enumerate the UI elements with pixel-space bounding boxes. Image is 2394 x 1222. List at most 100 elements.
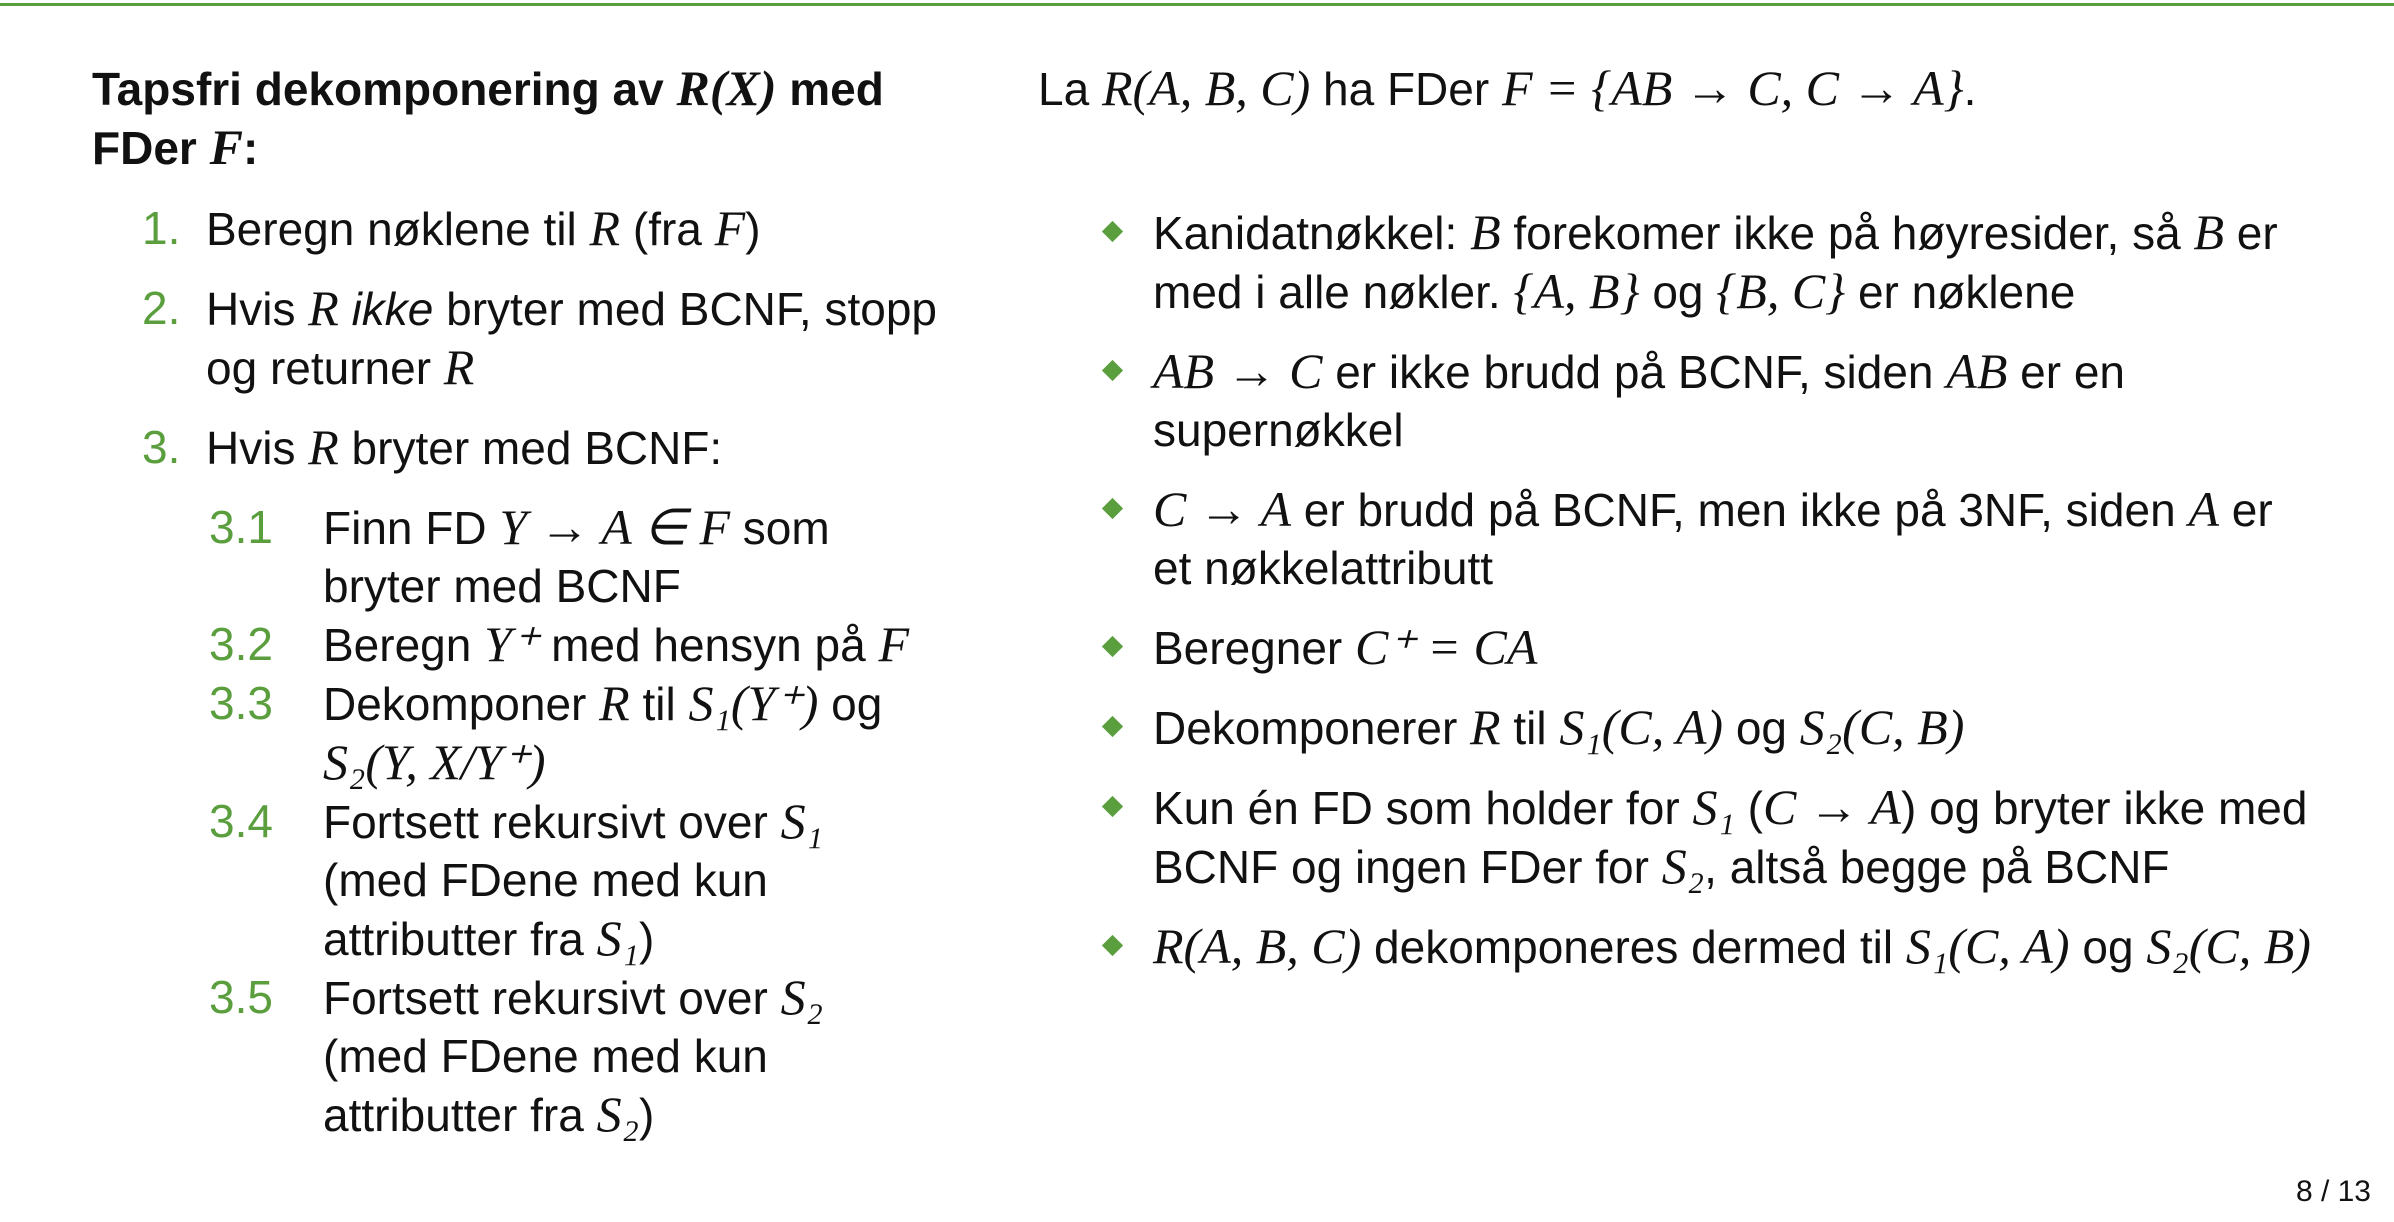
math-run: {B, C}	[1716, 263, 1846, 319]
math-run: R(A, B, C)	[1101, 60, 1311, 116]
math-run: S₂(C, B)	[2146, 918, 2311, 974]
substep-item: 3.2 Beregn Y⁺ med hensyn på F	[209, 615, 923, 674]
math-run: R(X)	[676, 60, 777, 116]
math-run: S₂	[596, 1086, 639, 1142]
bullet-item: Kanidatnøkkel: B forekomer ikke på høyre…	[1098, 203, 2318, 321]
bullet-marker	[1101, 359, 1124, 382]
math-run: AB → C	[1153, 343, 1323, 399]
math-run: S₁	[780, 793, 823, 849]
step-text: Hvis R bryter med BCNF:	[206, 418, 972, 477]
text-run: dekomponeres dermed til	[1361, 921, 1906, 973]
text-run: Finn FD	[323, 502, 500, 554]
math-run: S₂(Y, X/Y⁺)	[323, 734, 546, 790]
math-run: C → A	[1153, 481, 1291, 537]
text-run: forekomer ikke på høyresider, så	[1500, 207, 2194, 259]
step-item: 3. Hvis R bryter med BCNF: 3.1 Finn FD Y → …	[92, 418, 972, 1144]
math-run: Y → A ∈ F	[499, 499, 731, 555]
text-run: og	[1723, 702, 1800, 754]
math-run: S₂	[780, 969, 823, 1025]
bullet-text: AB → C er ikke brudd på BCNF, siden AB e…	[1153, 342, 2318, 459]
math-run: S₁(C, A)	[1905, 918, 2070, 974]
step-item: 1. Beregn nøklene til R (fra F)	[92, 199, 972, 258]
bullet-text: C → A er brudd på BCNF, men ikke på 3NF,…	[1153, 480, 2318, 597]
text-run: med hensyn på	[538, 619, 879, 671]
text-run: ) og bryter ikke med BCNF og ingen FDer …	[1153, 782, 2308, 893]
bullet-marker	[1101, 635, 1124, 658]
text-run: er en supernøkkel	[1153, 346, 2126, 456]
substeps: 3.1 Finn FD Y → A ∈ F som bryter med BCNF…	[92, 498, 972, 1144]
math-run: F	[714, 200, 746, 256]
bullet-text: Beregner C⁺ = CA	[1153, 618, 2318, 677]
math-run: B	[1470, 204, 1501, 260]
bullet-marker	[1101, 795, 1124, 818]
text-run: bryter med BCNF:	[338, 422, 723, 474]
math-run: R(A, B, C)	[1153, 918, 1362, 974]
math-run: S₁(C, A)	[1559, 699, 1724, 755]
text-run: til	[1500, 702, 1560, 754]
example-bullets: Kanidatnøkkel: B forekomer ikke på høyre…	[1098, 203, 2318, 997]
text-run	[339, 283, 352, 335]
text-run: Hvis	[206, 422, 309, 474]
text-run: Hvis	[206, 283, 309, 335]
text-run: ha FDer	[1310, 63, 1502, 115]
text-run: Fortsett rekursivt over	[323, 972, 781, 1024]
text-run: (fra	[620, 203, 715, 255]
bullet-text: Kanidatnøkkel: B forekomer ikke på høyre…	[1153, 203, 2318, 321]
text-run: Kanidatnøkkel:	[1153, 207, 1471, 259]
math-run: F	[209, 119, 243, 175]
step-text: Hvis R ikke bryter med BCNF, stopp og re…	[206, 279, 972, 397]
substep-text: Dekomponer R til S₁(Y⁺) og S₂(Y, X/Y⁺)	[323, 674, 923, 792]
bullet-item: C → A er brudd på BCNF, men ikke på 3NF,…	[1098, 480, 2318, 597]
text-run: er med i alle nøkler.	[1153, 207, 2278, 318]
math-run: C⁺ = CA	[1355, 619, 1538, 675]
text-run: Beregner	[1153, 622, 1356, 674]
bullet-text: Dekomponerer R til S₁(C, A) og S₂(C, B)	[1153, 698, 2318, 757]
substep-text: Finn FD Y → A ∈ F som bryter med BCNF	[323, 498, 923, 615]
text-run: )	[745, 203, 761, 255]
text-run: La	[1038, 63, 1102, 115]
bullet-item: Dekomponerer R til S₁(C, A) og S₂(C, B)	[1098, 698, 2318, 757]
bullet-text: R(A, B, C) dekomponeres dermed til S₁(C,…	[1153, 917, 2318, 976]
algorithm-steps: 1. Beregn nøklene til R (fra F) 2. Hvis R i…	[92, 199, 972, 1165]
math-run: B	[2193, 204, 2224, 260]
math-run: R	[443, 339, 475, 395]
math-run: A	[2188, 481, 2219, 537]
text-run: som bryter med BCNF	[323, 502, 830, 612]
bullet-text: Kun én FD som holder for S₁ (C → A) og b…	[1153, 778, 2318, 896]
math-run: S₁	[1692, 779, 1735, 835]
text-run: Fortsett rekursivt over	[323, 796, 781, 848]
text-run: :	[242, 122, 259, 174]
substep-number: 3.2	[209, 618, 273, 670]
substep-item: 3.1 Finn FD Y → A ∈ F som bryter med BCNF	[209, 498, 923, 615]
text-run: er ikke brudd på BCNF, siden	[1322, 346, 1947, 398]
math-run: C → A	[1762, 779, 1901, 835]
text-run: er et nøkkelattributt	[1153, 484, 2273, 594]
math-run: R	[308, 280, 339, 336]
substep-number: 3.3	[209, 677, 273, 729]
bullet-marker	[1101, 934, 1124, 957]
substep-text: Fortsett rekursivt over S₂ (med FDene me…	[323, 968, 923, 1144]
text-run: bryter med BCNF, stopp og returner	[206, 283, 937, 394]
step-number: 1.	[142, 202, 181, 254]
page-number: 8 / 13	[2295, 1175, 2371, 1208]
substep-number: 3.4	[209, 795, 273, 847]
math-run: R	[589, 200, 621, 256]
math-run: {A, B}	[1513, 263, 1640, 319]
math-run: S₂(C, B)	[1799, 699, 1965, 755]
bullet-item: R(A, B, C) dekomponeres dermed til S₁(C,…	[1098, 917, 2318, 976]
slide-title: Tapsfri dekomponering av R(X) med FDer F…	[92, 59, 952, 177]
text-run: )	[638, 913, 655, 965]
substep-number: 3.1	[209, 501, 273, 553]
step-item: 2. Hvis R ikke bryter med BCNF, stopp og …	[92, 279, 972, 397]
text-run: er brudd på BCNF, men ikke på 3NF, siden	[1291, 484, 2189, 536]
text-run: Dekomponerer	[1153, 702, 1471, 754]
text-run: (med FDene med kun attributter fra	[323, 1030, 768, 1141]
text-run: Dekomponer	[323, 678, 600, 730]
substep-text: Fortsett rekursivt over S₁ (med FDene me…	[323, 792, 923, 968]
math-run: S₂	[1661, 838, 1705, 894]
text-run: er nøklene	[1845, 266, 2076, 318]
text-run: Kun én FD som holder for	[1153, 782, 1693, 834]
text-run: og	[1639, 266, 1717, 318]
bullet-item: AB → C er ikke brudd på BCNF, siden AB e…	[1098, 342, 2318, 459]
